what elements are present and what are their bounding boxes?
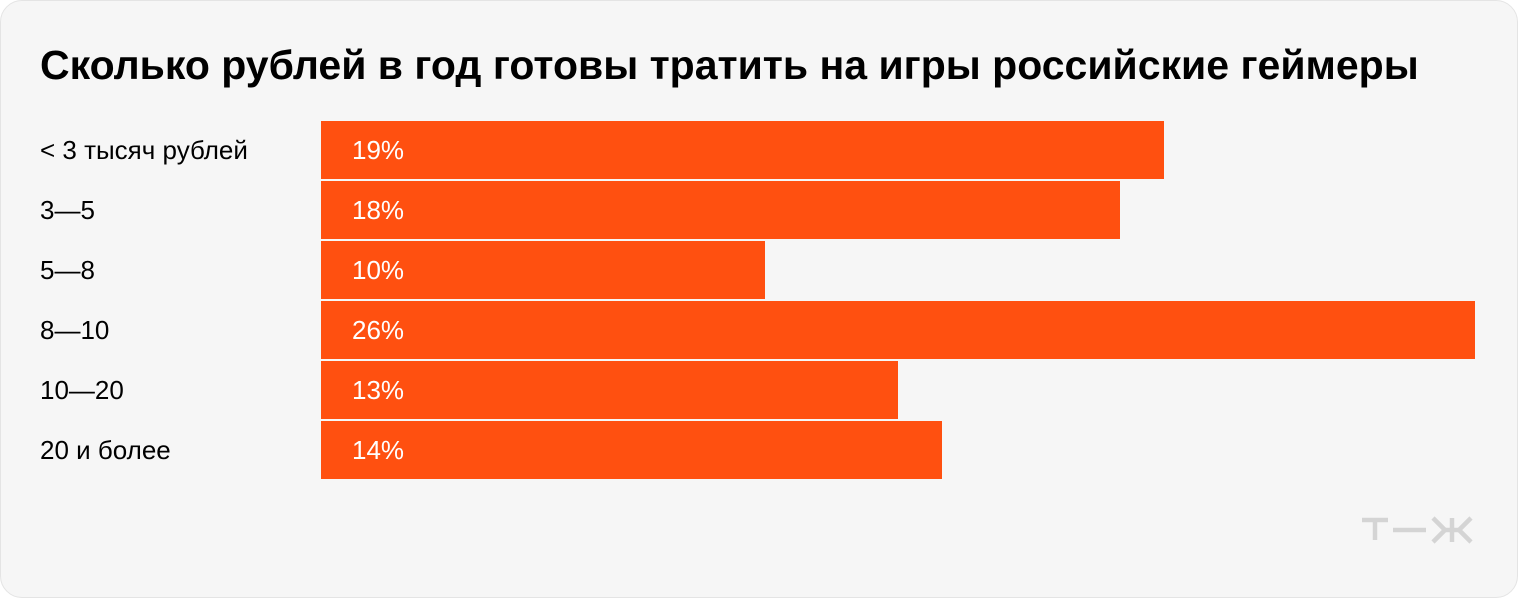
bar: [321, 301, 1475, 359]
category-label: 8—10: [40, 315, 110, 345]
tj-logo: [1362, 516, 1473, 544]
bar: [321, 241, 765, 299]
category-label: 10—20: [40, 375, 124, 405]
bar-value-label: 13%: [352, 375, 405, 405]
bar-value-label: 18%: [352, 195, 405, 225]
bar: [321, 181, 1120, 239]
bar-value-label: 10%: [352, 255, 405, 285]
category-label: < 3 тысяч рублей: [40, 135, 248, 165]
bar-value-label: 19%: [352, 135, 405, 165]
category-label: 3—5: [40, 195, 95, 225]
bar-value-label: 14%: [352, 435, 405, 465]
category-label: 20 и более: [40, 435, 171, 465]
bar-value-label: 26%: [352, 315, 405, 345]
category-label: 5—8: [40, 255, 95, 285]
chart-title: Сколько рублей в год готовы тратить на и…: [40, 42, 1419, 88]
bar: [321, 361, 898, 419]
bar: [321, 421, 942, 479]
bar: [321, 121, 1164, 179]
